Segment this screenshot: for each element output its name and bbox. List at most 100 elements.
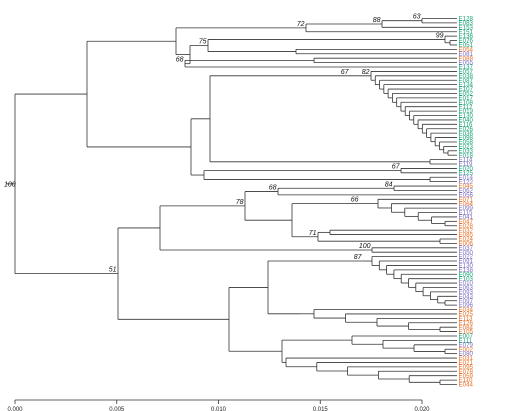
bootstrap-value: 68 bbox=[176, 57, 184, 64]
tip-label: E078 bbox=[459, 368, 474, 375]
tip-label: E052 bbox=[459, 91, 474, 98]
tip-label: E099 bbox=[459, 205, 474, 212]
tip-label: E090 bbox=[459, 271, 474, 278]
tip-label: E002 bbox=[459, 346, 474, 353]
tip-label: E014 bbox=[459, 174, 474, 181]
tip-label: E114 bbox=[459, 157, 474, 164]
tip-label: E107 bbox=[459, 86, 474, 93]
tip-label: E023 bbox=[459, 143, 474, 150]
tip-label: E151 bbox=[459, 29, 474, 36]
tip-label: E038 bbox=[459, 73, 474, 80]
tip-label: E115 bbox=[459, 210, 474, 217]
tip-label: E055 bbox=[459, 60, 474, 67]
tip-labels: E128E083E153E151E136E076E051E054E081E088… bbox=[459, 16, 474, 389]
tip-label: E103 bbox=[459, 276, 474, 283]
tip-label: E018 bbox=[459, 152, 474, 159]
tip-label: E071 bbox=[459, 196, 474, 203]
tip-label: E017 bbox=[459, 95, 474, 102]
bootstrap-value: 67 bbox=[341, 69, 350, 76]
tip-label: E112 bbox=[459, 104, 474, 111]
bootstrap-value: 75 bbox=[199, 39, 207, 46]
bootstrap-value: 72 bbox=[297, 21, 305, 28]
tip-label: E031 bbox=[459, 355, 474, 362]
tip-label: E020 bbox=[459, 166, 474, 173]
bootstrap-value: 88 bbox=[373, 17, 381, 24]
tip-label: E137 bbox=[459, 64, 474, 71]
tip-label: E105 bbox=[459, 329, 474, 336]
tip-label: E084 bbox=[459, 324, 474, 331]
tip-label: E119 bbox=[459, 161, 474, 168]
tip-label: E110 bbox=[459, 377, 474, 384]
tip-label: E076 bbox=[459, 38, 474, 45]
tip-label: E080 bbox=[459, 351, 474, 358]
tip-label: E063 bbox=[459, 285, 474, 292]
tip-label: E037 bbox=[459, 245, 474, 252]
tip-label: E116 bbox=[459, 121, 474, 128]
tip-label: E096 bbox=[459, 302, 474, 309]
tip-label: E051 bbox=[459, 42, 474, 49]
tip-label: E026 bbox=[459, 126, 474, 133]
tip-label: E081 bbox=[459, 51, 474, 58]
tip-label: E130 bbox=[459, 113, 474, 120]
tip-label: E036 bbox=[459, 130, 474, 137]
tip-label: E007 bbox=[459, 333, 474, 340]
bootstrap-value: 82 bbox=[362, 69, 370, 76]
bootstrap-value: 66 bbox=[351, 197, 359, 204]
bootstrap-value: 78 bbox=[236, 199, 244, 206]
tip-label: E153 bbox=[459, 24, 474, 31]
tip-label: E111 bbox=[459, 338, 473, 345]
bootstrap-value: 87 bbox=[354, 254, 363, 261]
tree-branches bbox=[6, 18, 457, 385]
tip-label: E021 bbox=[459, 360, 474, 367]
tip-label: E122 bbox=[459, 179, 474, 186]
tip-label: E058 bbox=[459, 139, 474, 146]
bootstrap-value: 100 bbox=[359, 243, 371, 250]
tip-label: E010 bbox=[459, 280, 474, 287]
tip-label: E043 bbox=[459, 293, 474, 300]
bootstrap-value: 100 bbox=[4, 181, 16, 188]
tip-label: E024 bbox=[459, 236, 474, 243]
tip-label: E083 bbox=[459, 20, 474, 27]
tip-label: E097 bbox=[459, 298, 474, 305]
scale-axis: 0.000 0.005 0.010 0.015 0.020 bbox=[7, 399, 430, 411]
tip-label: E093 bbox=[459, 289, 474, 296]
tip-label: E059 bbox=[459, 373, 474, 380]
tip-label: E045 bbox=[459, 183, 474, 190]
tip-label: E126 bbox=[459, 320, 474, 327]
tip-label: E134 bbox=[459, 82, 474, 89]
tip-label: E064 bbox=[459, 201, 474, 208]
tip-label: E130 bbox=[459, 263, 474, 270]
tip-label: E047 bbox=[459, 218, 474, 225]
tip-label: E128 bbox=[459, 16, 474, 23]
tip-label: E113 bbox=[459, 315, 474, 322]
bootstrap-value: 71 bbox=[309, 230, 317, 237]
tip-label: E040 bbox=[459, 117, 474, 124]
tip-label: E054 bbox=[459, 46, 474, 53]
tip-label: E028 bbox=[459, 223, 474, 230]
tip-label: E041 bbox=[459, 214, 474, 221]
tip-label: E079 bbox=[459, 342, 474, 349]
tip-label: E056 bbox=[459, 192, 474, 199]
tip-label: E032 bbox=[459, 227, 474, 234]
tip-label: E125 bbox=[459, 170, 474, 177]
tip-label: E088 bbox=[459, 55, 474, 62]
tip-label: E025 bbox=[459, 311, 474, 318]
tip-label: E057 bbox=[459, 69, 474, 76]
axis-tick-label: 0.000 bbox=[7, 407, 23, 411]
tip-label: E136 bbox=[459, 33, 474, 40]
bootstrap-value: 63 bbox=[413, 14, 421, 21]
tip-label: E019 bbox=[459, 108, 474, 115]
tip-label: E034 bbox=[459, 307, 474, 314]
tip-label: E087 bbox=[459, 77, 474, 84]
tip-label: E006 bbox=[459, 240, 474, 247]
bootstrap-value: 67 bbox=[392, 164, 401, 171]
tip-label: E098 bbox=[459, 135, 474, 142]
axis-tick-label: 0.015 bbox=[313, 407, 329, 411]
tip-label: E033 bbox=[459, 148, 474, 155]
bootstrap-value: 68 bbox=[269, 185, 277, 192]
bootstrap-value: 99 bbox=[436, 32, 444, 39]
axis-tick-label: 0.020 bbox=[414, 407, 430, 411]
tip-label: E022 bbox=[459, 254, 474, 261]
tip-label: E138 bbox=[459, 267, 474, 274]
